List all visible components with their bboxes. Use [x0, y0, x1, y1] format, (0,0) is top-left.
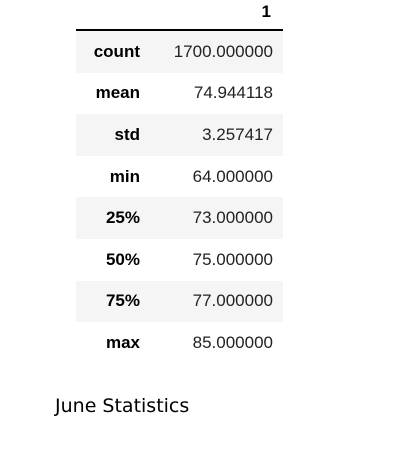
- table-row: 75% 77.000000: [76, 280, 283, 323]
- row-value: 74.944118: [193, 83, 273, 103]
- row-value: 64.000000: [192, 166, 273, 186]
- row-label: min: [109, 166, 140, 186]
- row-value: 85.000000: [192, 332, 273, 352]
- row-label: std: [114, 124, 141, 144]
- column-header: 1: [261, 2, 271, 21]
- row-value: 75.000000: [192, 249, 273, 269]
- row-label: 50%: [105, 249, 140, 269]
- table-header: 1: [76, 0, 283, 31]
- row-value: 77.000000: [192, 291, 273, 311]
- caption: June Statistics: [55, 395, 190, 417]
- table-row: 25% 73.000000: [76, 197, 283, 239]
- table-row: min 64.000000: [76, 156, 283, 198]
- table-row: max 85.000000: [76, 322, 283, 364]
- table-row: std 3.257417: [76, 114, 283, 156]
- row-value: 1700.000000: [173, 41, 273, 61]
- row-label: 75%: [105, 291, 140, 311]
- table-row: 50% 75.000000: [76, 239, 283, 281]
- table-row: count 1700.000000: [76, 31, 283, 73]
- row-label: mean: [95, 83, 140, 103]
- row-label: 25%: [105, 208, 140, 228]
- row-label: max: [105, 332, 140, 352]
- row-value: 73.000000: [192, 208, 273, 228]
- row-label: count: [93, 41, 140, 61]
- statistics-table: 1 count 1700.000000 mean 74.944118 std 3…: [76, 0, 283, 364]
- table-row: mean 74.944118: [76, 73, 283, 115]
- row-value: 3.257417: [202, 124, 273, 144]
